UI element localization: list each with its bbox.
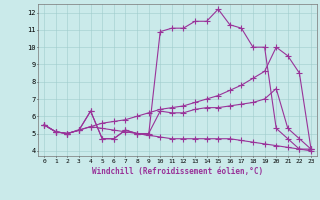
X-axis label: Windchill (Refroidissement éolien,°C): Windchill (Refroidissement éolien,°C): [92, 167, 263, 176]
